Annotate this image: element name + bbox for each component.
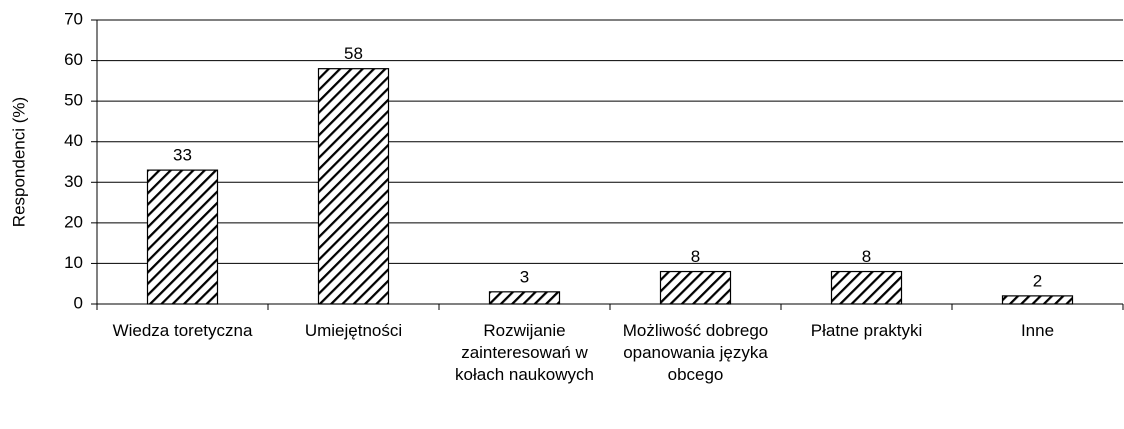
- data-label: 3: [520, 267, 529, 286]
- x-tick-label: Umiejętności: [304, 321, 403, 340]
- bar: [659, 270, 732, 305]
- data-label: 8: [862, 247, 871, 266]
- data-label: 8: [691, 247, 700, 266]
- bar: [146, 169, 219, 305]
- y-tick-label: 50: [64, 91, 83, 110]
- x-tick-label: Rozwijanie zainteresowań w kołach naukow…: [455, 321, 594, 384]
- data-label: 2: [1033, 271, 1042, 290]
- y-tick-label: 10: [64, 253, 83, 272]
- y-tick-label: 30: [64, 172, 83, 191]
- y-tick-label: 0: [74, 293, 83, 312]
- bar: [317, 68, 390, 305]
- bar: [1001, 295, 1074, 305]
- y-tick-label: 40: [64, 131, 83, 150]
- data-label: 33: [173, 146, 192, 165]
- y-axis-label: Respondenci (%): [9, 97, 28, 227]
- data-label: 58: [344, 44, 363, 63]
- x-tick-label: Inne: [1020, 321, 1055, 340]
- x-tick-label: Wiedza toretyczna: [112, 321, 253, 340]
- x-tick-label: Możliwość dobrego opanowania języka obce…: [622, 321, 769, 384]
- bar: [830, 270, 903, 305]
- y-tick-label: 70: [64, 9, 83, 28]
- y-tick-label: 20: [64, 212, 83, 231]
- y-tick-label: 60: [64, 50, 83, 69]
- x-tick-label: Płatne praktyki: [810, 321, 923, 340]
- bar: [488, 291, 561, 305]
